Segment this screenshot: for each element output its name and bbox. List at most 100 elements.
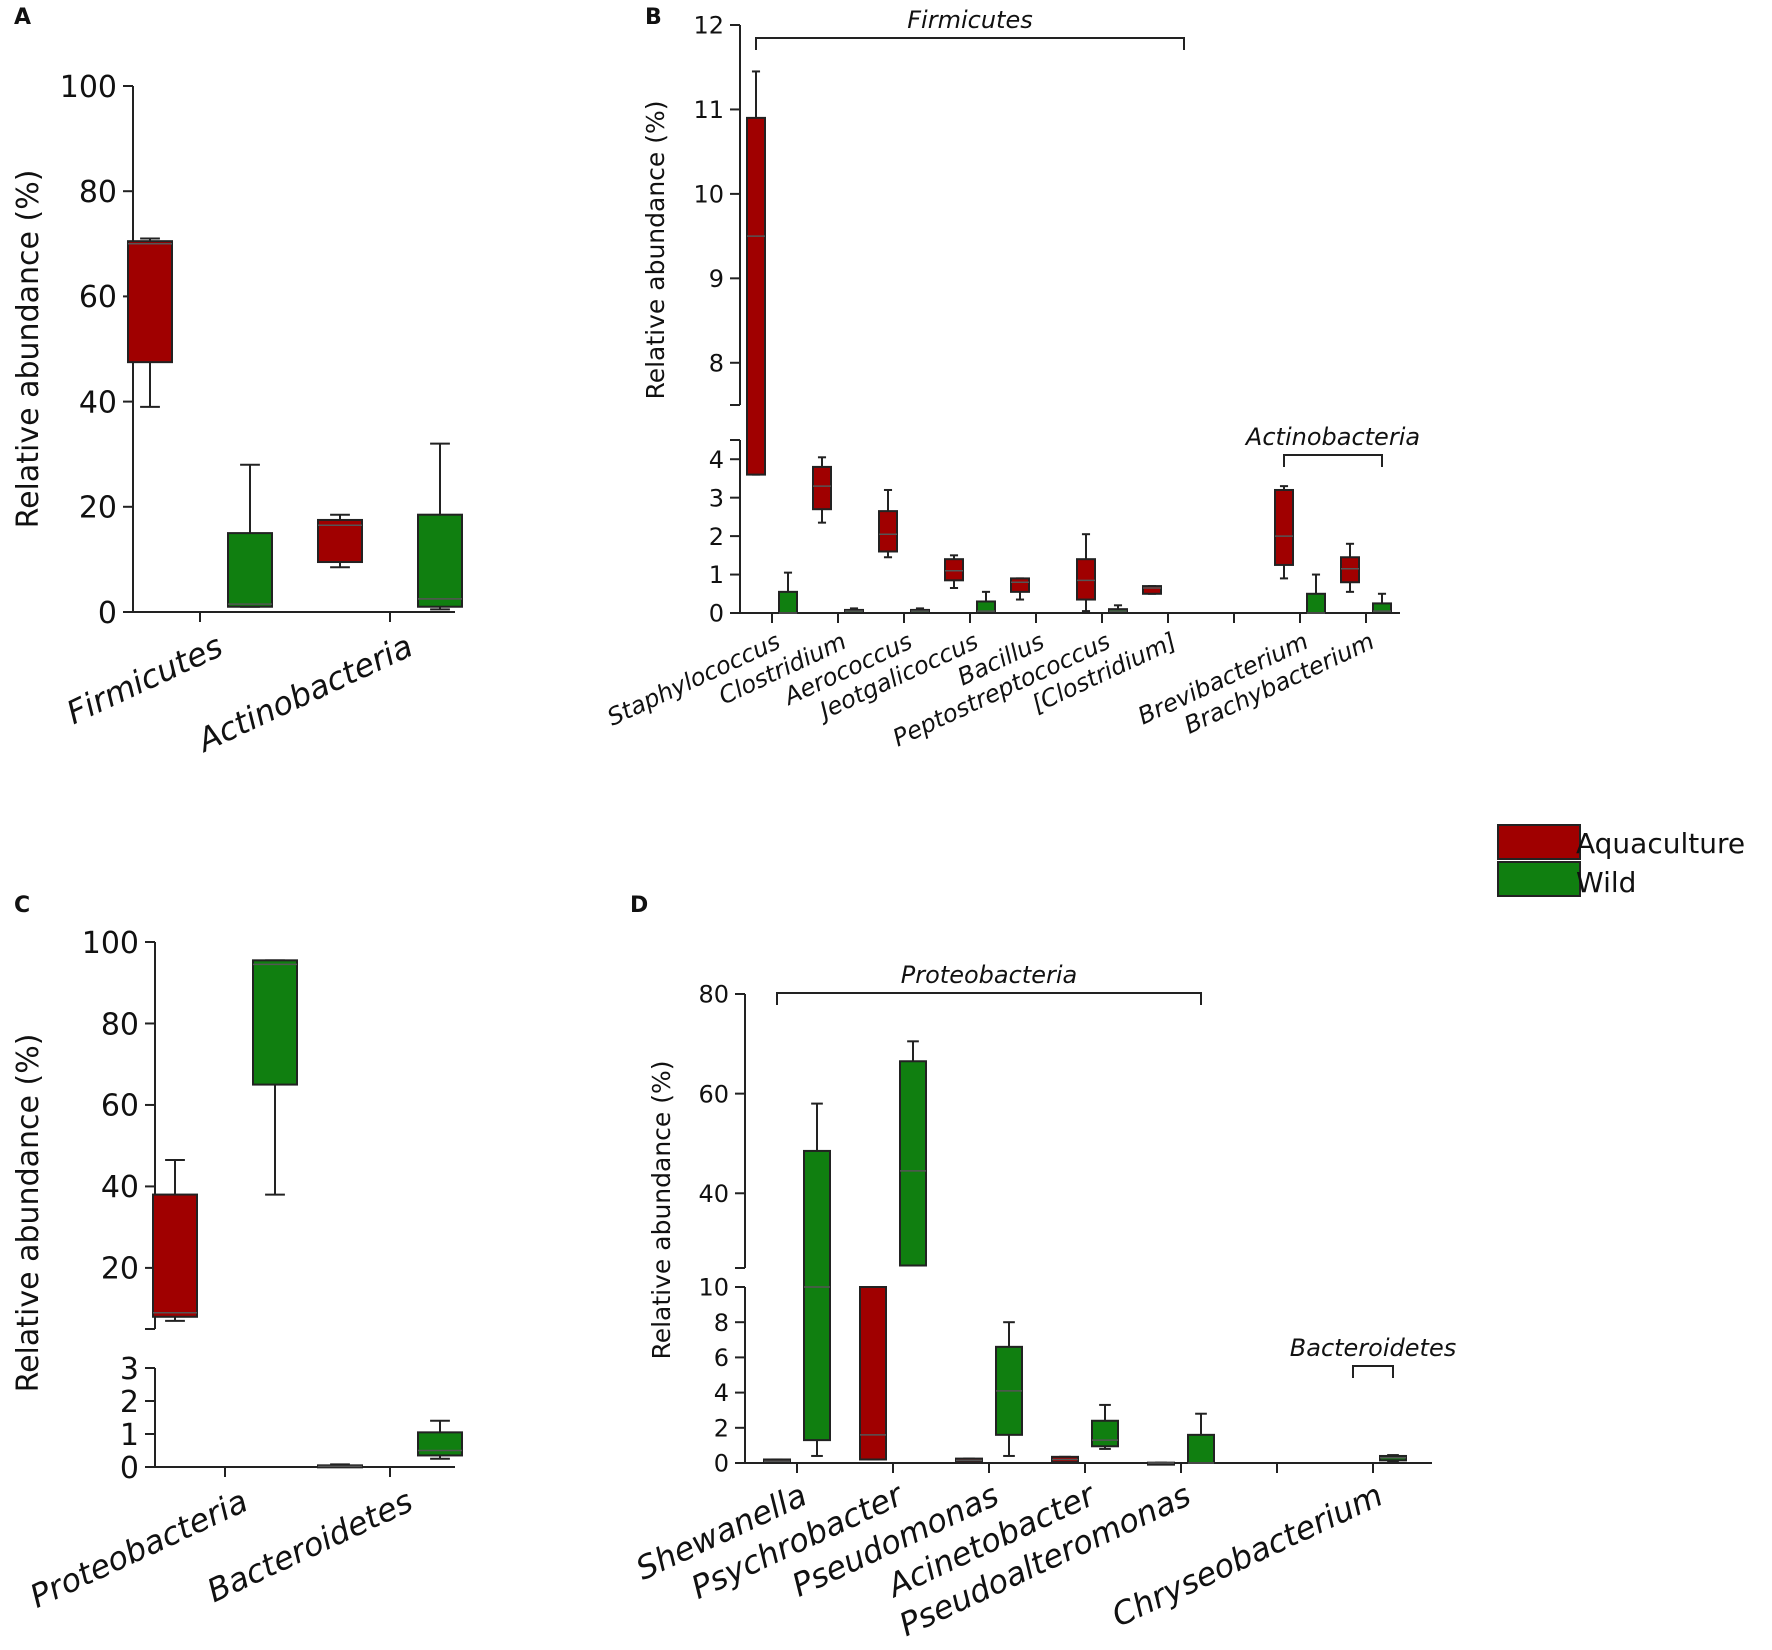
y-axis-title: Relative abundance (%) [11, 170, 46, 529]
y-tick-label: 0 [120, 1451, 139, 1486]
box-wild [899, 1040, 927, 1267]
panel-label-d: D [630, 893, 648, 918]
box-body [417, 513, 463, 608]
legend-label-aquaculture: Aquaculture [1576, 827, 1745, 860]
y-tick-label: 11 [693, 96, 724, 124]
box-wild [252, 959, 298, 1196]
group-bracket-label: Actinobacteria [1244, 423, 1420, 451]
y-tick-label: 80 [698, 981, 729, 1009]
panel-a-chart: 0 20 40 60 80 100 Relative abundance (%) Firmic… [11, 70, 463, 760]
y-tick-label: 100 [82, 926, 139, 961]
box-aquaculture [1076, 533, 1096, 613]
box-aquaculture [812, 456, 832, 524]
box-body [252, 959, 298, 1086]
y-tick-label: 80 [101, 1007, 139, 1042]
box-aquaculture [152, 1158, 198, 1322]
box-wild [844, 607, 864, 614]
box-wild [417, 1419, 463, 1460]
box-aquaculture [1142, 585, 1162, 595]
y-tick-label: 100 [60, 70, 117, 105]
y-tick-label: 80 [79, 175, 117, 210]
box-wild [1187, 1412, 1215, 1464]
box-wild [1091, 1403, 1119, 1450]
box-aquaculture [859, 1286, 887, 1461]
box-aquaculture [317, 513, 363, 569]
y-tick-label: 60 [101, 1089, 139, 1124]
box-aquaculture [1274, 485, 1294, 580]
box-body [859, 1286, 887, 1461]
y-axis-title: Relative abundance (%) [641, 100, 670, 399]
group-bracket-label: Proteobacteria [901, 961, 1077, 989]
group-bracket-label: Bacteroidetes [1290, 1334, 1456, 1362]
box-body [1187, 1433, 1215, 1464]
box-wild [995, 1321, 1023, 1457]
box-wild [1372, 592, 1392, 615]
box-body [127, 240, 173, 364]
box-wild [778, 571, 798, 614]
y-tick-label: 0 [98, 596, 117, 631]
box-body [1274, 488, 1294, 566]
box-aquaculture [746, 70, 766, 476]
y-tick-label: 20 [79, 491, 117, 526]
x-category-label: Firmicutes [61, 627, 229, 732]
legend-swatch-wild [1497, 861, 1581, 897]
y-tick-label: 60 [698, 1080, 729, 1108]
box-wild [1379, 1454, 1407, 1463]
panel-label-b: B [645, 5, 662, 30]
box-aquaculture [1010, 577, 1030, 601]
y-tick-label: 4 [714, 1379, 729, 1407]
box-wild [1306, 573, 1326, 614]
box-body [878, 510, 898, 553]
y-axis-title: Relative abundance (%) [11, 1034, 46, 1393]
y-tick-label: 20 [101, 1252, 139, 1287]
y-tick-label: 6 [714, 1344, 729, 1372]
box-body [944, 558, 964, 582]
box-body [317, 518, 363, 564]
legend-swatch-aquaculture [1497, 824, 1581, 860]
box-body [1142, 585, 1162, 595]
group-bracket [1283, 454, 1383, 467]
box-body [1076, 558, 1096, 601]
box-body [812, 465, 832, 511]
y-axis-title: Relative abundance (%) [647, 1060, 676, 1359]
box-aquaculture [317, 1463, 363, 1469]
y-tick-label: 8 [709, 349, 724, 377]
y-tick-label: 1 [709, 561, 724, 589]
y-tick-label: 3 [120, 1352, 139, 1387]
box-aquaculture [1340, 542, 1360, 593]
box-body [1306, 592, 1326, 614]
box-aquaculture [1147, 1461, 1175, 1466]
panel-label-c: C [14, 893, 30, 918]
box-body [152, 1193, 198, 1318]
group-bracket [755, 37, 1185, 50]
box-body [227, 532, 273, 608]
box-body [778, 590, 798, 614]
box-body [1372, 602, 1392, 615]
group-bracket [1352, 1365, 1394, 1378]
y-tick-label: 0 [709, 600, 724, 628]
box-wild [417, 442, 463, 611]
box-body [417, 1431, 463, 1457]
box-aquaculture [1051, 1455, 1079, 1464]
box-aquaculture [763, 1458, 791, 1464]
y-tick-label: 2 [714, 1414, 729, 1442]
legend-label-wild: Wild [1576, 866, 1636, 899]
box-aquaculture [944, 554, 964, 590]
box-body [899, 1060, 927, 1267]
y-tick-label: 40 [79, 385, 117, 420]
legend: Aquaculture Wild [1497, 824, 1745, 899]
box-aquaculture [955, 1457, 983, 1464]
box-wild [803, 1102, 831, 1457]
y-tick-label: 1 [120, 1418, 139, 1453]
y-tick-label: 2 [709, 523, 724, 551]
box-body [1010, 577, 1030, 593]
box-wild [1108, 604, 1128, 615]
box-aquaculture [878, 488, 898, 559]
box-body [746, 116, 766, 476]
panel-label-a: A [14, 5, 31, 30]
group-bracket [776, 992, 1202, 1005]
y-tick-label: 60 [79, 280, 117, 315]
